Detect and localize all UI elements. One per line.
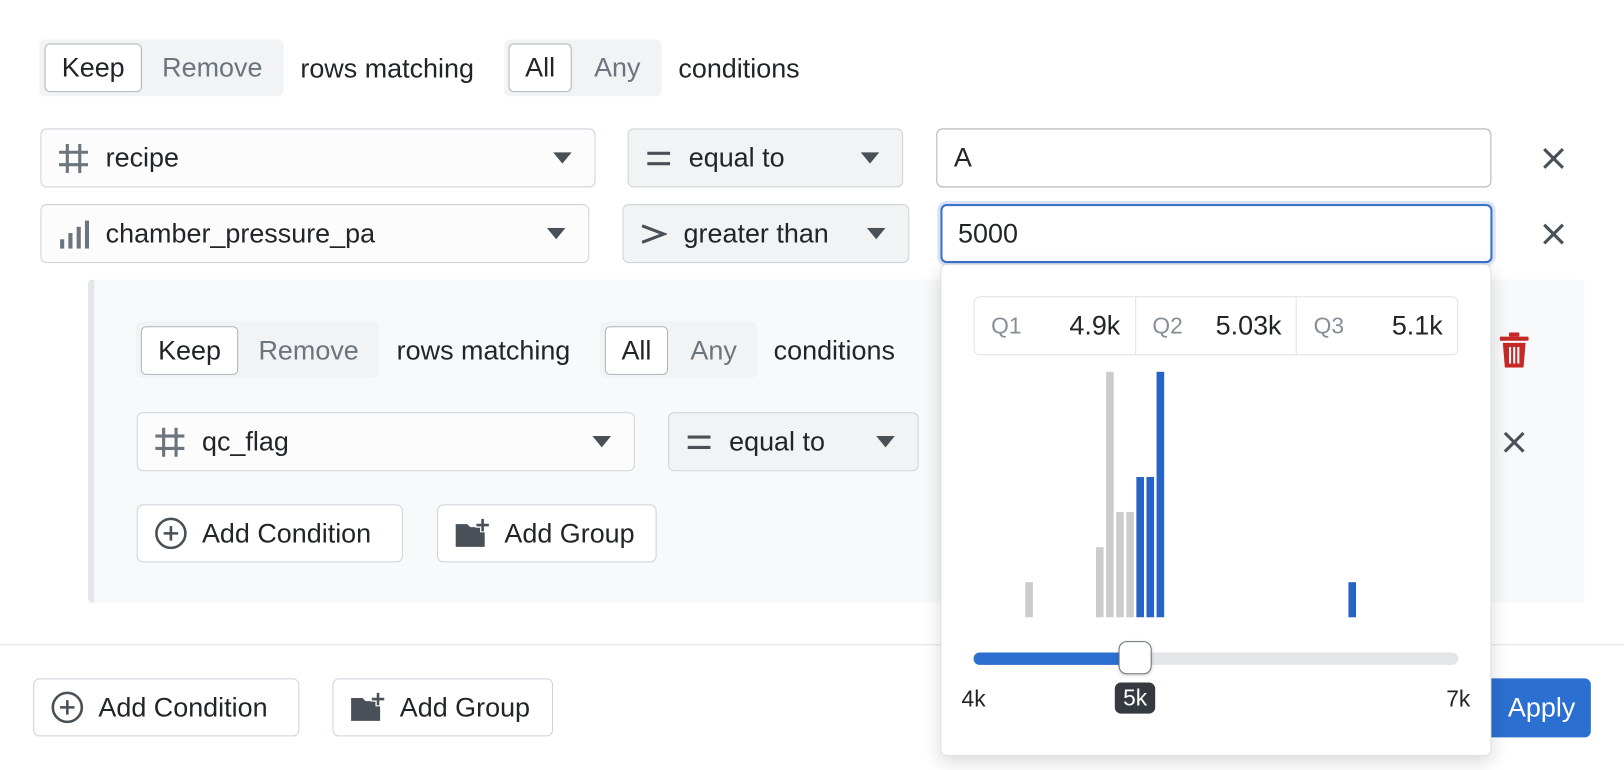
slider-label: 7k <box>1446 685 1471 712</box>
equal-icon <box>647 151 671 165</box>
slider-label: 5k <box>1114 682 1156 714</box>
add-condition-button[interactable]: Add Condition <box>136 504 403 563</box>
histogram-bar <box>1106 371 1114 618</box>
all-button[interactable]: All <box>604 326 669 375</box>
delete-group[interactable] <box>1499 332 1529 368</box>
operator-name: equal to <box>729 425 825 457</box>
slider-fill <box>973 652 1136 665</box>
slider-handle <box>1118 641 1152 675</box>
histogram-bar <box>1095 547 1104 618</box>
operator-select[interactable]: equal to <box>668 412 919 472</box>
histogram-bar <box>1146 477 1155 618</box>
button-label: Add Condition <box>98 691 268 723</box>
quartile-cell: Q2 5.03k <box>1134 297 1296 355</box>
value-input[interactable]: A <box>936 128 1492 188</box>
value-text: A <box>953 141 972 173</box>
quartile-cell: Q3 5.1k <box>1296 297 1457 355</box>
button-label: Add Group <box>399 691 531 723</box>
any-button[interactable]: Any <box>690 334 737 366</box>
quartile-label: Q2 <box>1152 312 1183 339</box>
caret <box>866 227 886 239</box>
label: rows matching <box>396 334 571 366</box>
keep-button[interactable]: Keep <box>140 326 239 375</box>
remove-button[interactable]: Remove <box>162 51 263 83</box>
keep-button[interactable]: Keep <box>44 43 142 93</box>
histogram <box>1025 371 1357 618</box>
add-group-button[interactable]: Add Group <box>332 678 554 737</box>
quartile-value: 4.9k <box>1069 309 1121 341</box>
label: conditions <box>678 52 800 84</box>
hash-icon <box>155 427 185 457</box>
quartile-box: Q1 4.9k Q2 5.03k Q3 5.1k <box>973 296 1459 356</box>
field-name: qc_flag <box>201 425 289 457</box>
distribution-popup <box>940 264 1492 757</box>
button-label: Add Condition <box>201 517 372 549</box>
histogram-bar <box>1348 582 1357 618</box>
quartile-label: Q1 <box>991 312 1022 339</box>
quartile-cell: Q1 4.9k <box>975 297 1135 354</box>
field-select[interactable]: recipe <box>40 128 596 188</box>
plus-circle-icon <box>155 517 187 550</box>
remove-condition[interactable] <box>1542 223 1565 246</box>
caret <box>546 227 566 239</box>
caret <box>553 151 572 164</box>
add-condition-button[interactable]: Add Condition <box>33 678 300 737</box>
operator-select[interactable]: equal to <box>627 128 904 188</box>
all-button[interactable]: All <box>508 43 572 93</box>
histogram-bar <box>1116 512 1124 618</box>
any-button[interactable]: Any <box>594 51 641 83</box>
folder-plus-icon <box>455 517 490 547</box>
greater-icon <box>641 223 667 244</box>
quartile-value: 5.1k <box>1391 309 1443 341</box>
quartile-label: Q3 <box>1313 312 1345 339</box>
histogram-bar <box>1136 477 1144 618</box>
operator-select[interactable]: greater than <box>622 204 910 264</box>
label: conditions <box>773 334 895 366</box>
histogram-bar <box>1025 582 1033 618</box>
folder-plus-icon <box>351 691 386 721</box>
quartile-value: 5.03k <box>1215 309 1282 341</box>
remove-button[interactable]: Remove <box>258 334 359 366</box>
remove-condition[interactable] <box>1503 431 1526 454</box>
field-select[interactable]: chamber_pressure_pa <box>40 204 590 264</box>
value-input[interactable]: 5000 <box>940 204 1493 264</box>
separator <box>0 644 1624 646</box>
remove-condition[interactable] <box>1542 147 1565 170</box>
caret <box>592 435 612 447</box>
caret <box>860 151 880 164</box>
operator-name: greater than <box>683 217 829 249</box>
field-select[interactable]: qc_flag <box>136 412 635 472</box>
hash-icon <box>59 143 89 173</box>
histogram-bar <box>1156 371 1165 618</box>
button-label: Add Group <box>504 517 635 549</box>
plus-circle-icon <box>51 691 84 724</box>
operator-name: equal to <box>688 141 785 173</box>
histogram-bar <box>1126 512 1134 618</box>
field-name: chamber_pressure_pa <box>105 217 376 249</box>
slider-track[interactable]: 4k 7k 5k <box>962 641 1470 714</box>
slider-label: 4k <box>961 685 986 712</box>
field-name: recipe <box>105 141 179 173</box>
add-group-button[interactable]: Add Group <box>437 504 657 563</box>
label: rows matching <box>300 52 474 84</box>
value-text: 5000 <box>958 217 1018 249</box>
equal-icon <box>687 434 711 449</box>
numeric-icon <box>60 220 90 249</box>
caret <box>876 435 895 447</box>
